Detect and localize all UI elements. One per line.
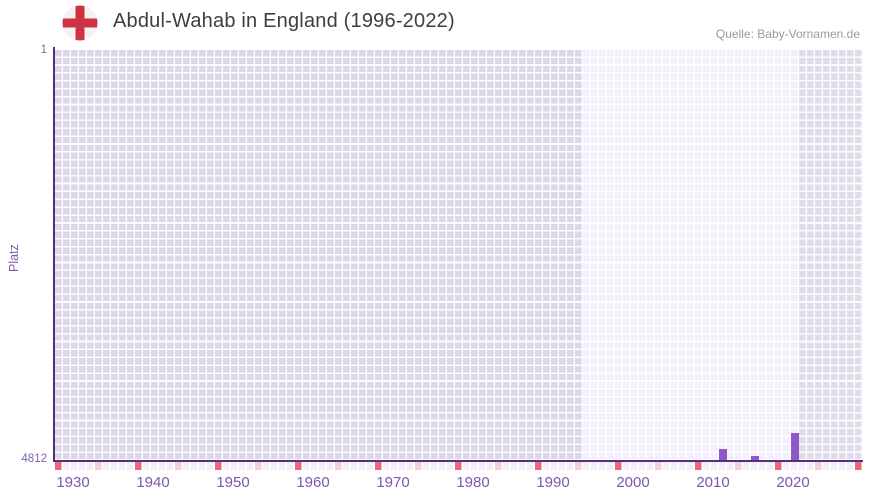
y-axis-line [53,47,55,462]
x-axis-label-1990: 1990 [536,474,570,491]
grid-zone-after-data [799,50,863,460]
source-credit: Quelle: Baby-Vornamen.de [715,27,860,41]
x-axis-label-1940: 1940 [136,474,170,491]
x-axis-label-1980: 1980 [456,474,490,491]
x-axis-tick-row [55,462,863,470]
page-title: Abdul-Wahab in England (1996-2022) [113,10,455,32]
x-axis-label-2020: 2020 [776,474,810,491]
x-axis-label-1960: 1960 [296,474,330,491]
x-axis-line [53,460,863,462]
bar-2017 [751,455,759,460]
grid-zone-highlight [583,50,799,460]
x-axis-label-1950: 1950 [216,474,250,491]
x-axis-labels: 1930 1940 1950 1960 1970 1980 1990 2000 2010 2020 [55,474,863,496]
bar-2013 [719,448,727,460]
england-flag-icon [62,5,98,41]
x-axis-label-2000: 2000 [616,474,650,491]
y-axis-bottom-label: 4812 [21,453,47,465]
y-axis-title: Platz [7,244,21,272]
plot-area: 1930 1940 1950 1960 1970 1980 1990 2000 2010 2020 [53,47,863,491]
bar-2022 [791,433,799,460]
x-axis-label-1970: 1970 [376,474,410,491]
x-axis-label-2010: 2010 [696,474,730,491]
x-axis-label-1930: 1930 [56,474,90,491]
y-axis-top-label: 1 [40,44,47,56]
grid-zone-before-data [55,50,583,460]
